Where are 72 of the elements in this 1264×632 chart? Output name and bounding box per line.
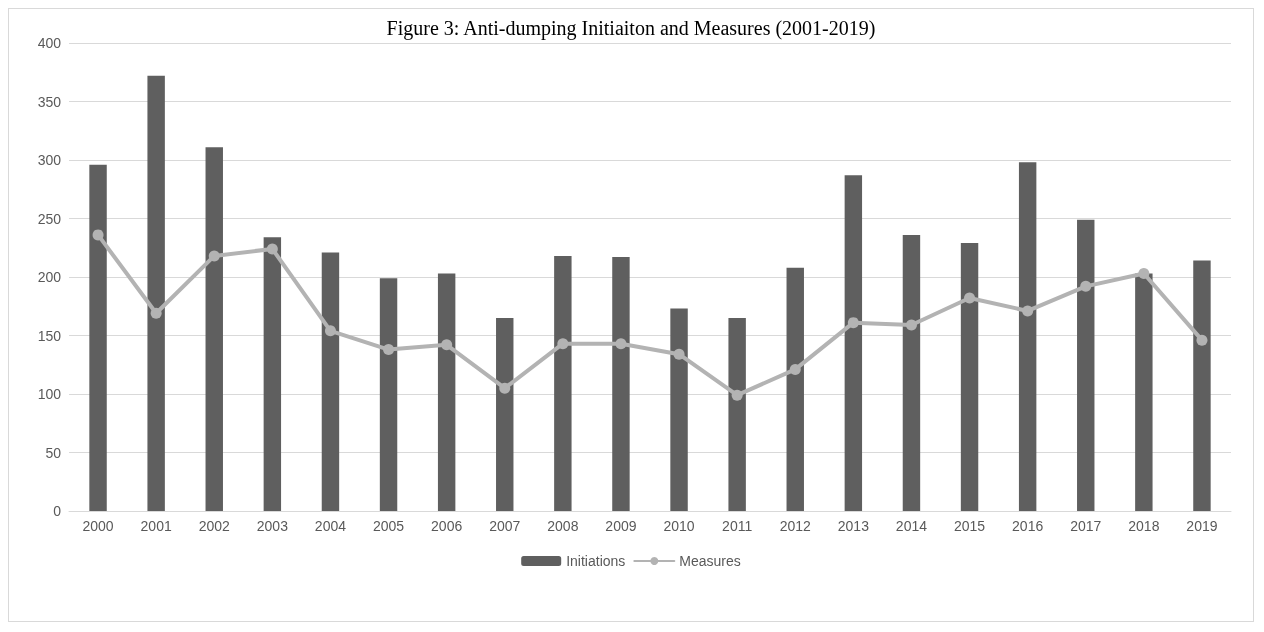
point <box>731 389 743 401</box>
x-tick-label: 2015 <box>953 518 986 534</box>
bar <box>728 317 746 511</box>
bar <box>205 147 223 511</box>
y-tick-label: 400 <box>37 35 62 51</box>
point <box>789 363 801 375</box>
point <box>1196 334 1208 346</box>
x-tick-label: 2018 <box>1128 518 1160 534</box>
x-tick-label: 2003 <box>256 518 289 534</box>
x-tick-label: 2001 <box>140 518 172 534</box>
point <box>441 339 453 351</box>
bar <box>670 308 688 511</box>
point <box>1138 267 1150 279</box>
bar <box>1135 273 1153 511</box>
point <box>905 319 917 331</box>
point <box>673 348 685 360</box>
bar <box>960 243 979 511</box>
point <box>324 325 336 337</box>
point <box>266 243 278 255</box>
x-tick-label: 2008 <box>547 518 579 534</box>
bar <box>844 175 863 511</box>
bar <box>379 278 398 511</box>
bar <box>1018 162 1037 511</box>
point <box>92 229 104 241</box>
y-tick-label: 350 <box>37 93 62 110</box>
bar <box>89 164 107 511</box>
point <box>1080 280 1092 292</box>
x-tick-label: 2009 <box>605 518 637 534</box>
x-tick-label: 2007 <box>489 518 521 534</box>
bar <box>496 317 514 511</box>
y-tick-label: 300 <box>37 152 62 168</box>
y-tick-label: 250 <box>37 210 62 227</box>
x-tick-label: 2011 <box>722 518 753 534</box>
x-tick-label: 2005 <box>372 518 405 534</box>
y-tick-label: 150 <box>37 327 62 344</box>
x-tick-label: 2019 <box>1186 518 1218 534</box>
bar <box>902 234 921 511</box>
y-tick-label: 200 <box>37 269 62 285</box>
bar <box>263 237 282 511</box>
x-tick-label: 2000 <box>82 518 114 534</box>
point <box>150 307 162 319</box>
chart-title: Figure 3: Anti-dumping Initiaiton and Measures (2001-2019) <box>386 17 876 40</box>
x-tick-label: 2013 <box>837 518 870 534</box>
bar <box>1077 219 1095 511</box>
point <box>557 338 569 350</box>
x-tick-label: 2006 <box>431 518 463 534</box>
bar <box>321 252 340 511</box>
bar <box>612 257 630 511</box>
bar <box>1193 260 1211 511</box>
point <box>383 344 395 356</box>
point <box>1022 305 1034 317</box>
y-tick-label: 100 <box>37 386 62 402</box>
bar <box>554 255 572 511</box>
x-tick-label: 2002 <box>198 518 231 534</box>
y-tick-label: 50 <box>45 444 62 461</box>
bar <box>437 273 456 511</box>
x-tick-label: 2012 <box>779 518 812 534</box>
x-tick-label: 2017 <box>1070 518 1102 534</box>
point <box>964 292 976 304</box>
point <box>615 338 627 350</box>
x-tick-label: 2016 <box>1012 518 1044 534</box>
bar <box>786 267 804 511</box>
point <box>499 382 511 394</box>
x-tick-label: 2014 <box>895 518 928 534</box>
x-tick-label: 2004 <box>314 518 347 534</box>
point <box>208 250 220 262</box>
legend-label: Initiations <box>566 553 626 569</box>
x-tick-label: 2010 <box>663 518 695 534</box>
point <box>847 317 859 329</box>
bar <box>147 75 165 511</box>
legend-label: Measures <box>679 553 741 569</box>
y-tick-label: 0 <box>53 503 62 519</box>
